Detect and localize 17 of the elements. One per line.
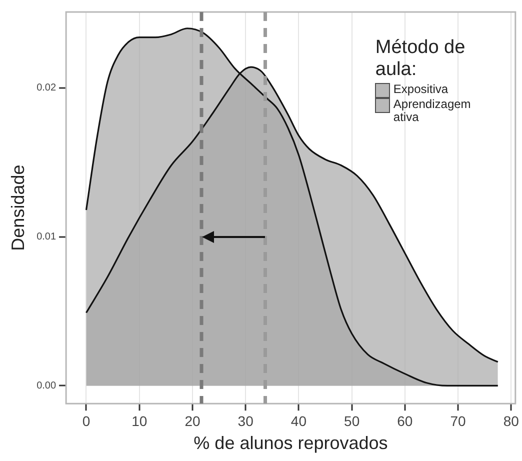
y-tick-label: 0.02: [36, 82, 56, 94]
x-tick-label: 60: [397, 412, 413, 429]
x-axis-title: % de alunos reprovados: [194, 433, 388, 454]
x-tick-label: 50: [344, 412, 360, 429]
legend-label: Expositiva: [393, 82, 450, 96]
x-tick-label: 70: [450, 412, 466, 429]
y-axis-title: Densidade: [8, 164, 28, 251]
y-tick-label: 0.00: [36, 380, 56, 392]
x-tick-label: 0: [82, 412, 90, 429]
y-tick-label: 0.01: [36, 232, 56, 243]
x-tick-label: 80: [503, 412, 520, 429]
x-tick-label: 30: [238, 412, 254, 429]
x-tick-label: 40: [290, 412, 307, 429]
legend-label: Aprendizagem ativa: [393, 97, 472, 124]
x-tick-label: 20: [184, 412, 200, 429]
x-tick-label: 10: [132, 412, 148, 429]
legend-title: Método de aula:: [375, 37, 466, 81]
